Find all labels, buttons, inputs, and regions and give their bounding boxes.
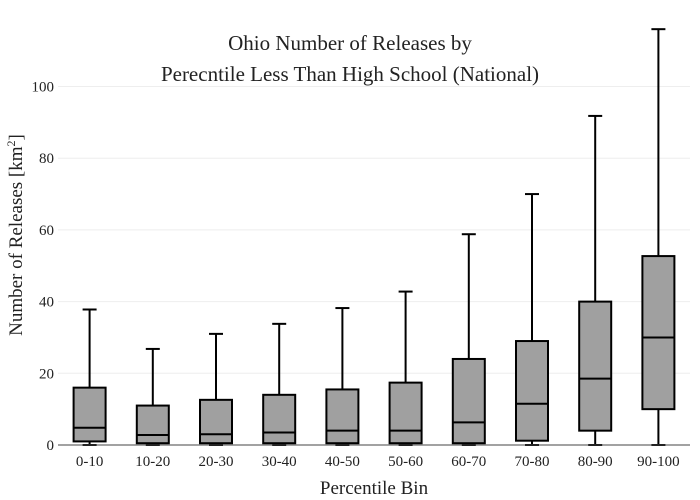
box-90-100: [641, 255, 676, 411]
x-tick-label-90-100: 90-100: [637, 454, 680, 470]
x-tick-label-60-70: 60-70: [451, 454, 486, 470]
x-tick-label-70-80: 70-80: [515, 454, 550, 470]
box-group-40-50: [325, 307, 360, 446]
box-group-10-20: [135, 347, 170, 446]
x-tick-labels: 0-10 10-20 20-30 30-40 40-50 50-60 60-70 70-80 8…: [76, 454, 680, 470]
y-tick-label-20: 20: [39, 366, 54, 382]
box-10-20: [135, 404, 170, 445]
box-group-0-10: [72, 308, 107, 446]
chart-title-line-1: Ohio Number of Releases by: [228, 31, 472, 55]
box-30-40: [262, 393, 297, 445]
x-tick-label-20-30: 20-30: [199, 454, 234, 470]
y-axis-title-superscript: 2: [4, 140, 18, 146]
y-axis-title-main: Number of Releases [km: [6, 146, 27, 336]
box-70-80: [515, 340, 549, 442]
box-80-90: [578, 300, 613, 432]
x-tick-label-30-40: 30-40: [262, 454, 297, 470]
y-tick-label-40: 40: [39, 295, 54, 311]
y-axis-title: Number of Releases [km2]: [4, 134, 27, 336]
box-20-30: [199, 398, 233, 445]
y-tick-label-100: 100: [32, 80, 55, 96]
x-tick-label-0-10: 0-10: [76, 454, 104, 470]
y-tick-label-80: 80: [39, 151, 54, 167]
y-axis-title-suffix: ]: [6, 134, 27, 140]
box-group-20-30: [199, 332, 233, 446]
y-tick-label-0: 0: [47, 438, 55, 454]
y-tick-labels: 0 20 40 60 80 100: [32, 80, 55, 454]
box-group-80-90: [578, 114, 613, 446]
box-group-60-70: [451, 233, 486, 446]
x-tick-label-50-60: 50-60: [388, 454, 423, 470]
box-group-70-80: [515, 193, 549, 446]
x-tick-label-10-20: 10-20: [135, 454, 170, 470]
box-40-50: [325, 388, 360, 445]
box-0-10: [72, 386, 107, 443]
box-layer: [72, 28, 676, 446]
box-50-60: [388, 381, 423, 445]
box-group-50-60: [388, 290, 423, 446]
box-group-90-100: [641, 28, 676, 446]
box-60-70: [451, 357, 486, 445]
chart-title-line-2: Perecntile Less Than High School (Nation…: [161, 62, 539, 86]
x-axis-title: Percentile Bin: [320, 478, 429, 499]
y-tick-label-60: 60: [39, 223, 54, 239]
x-tick-label-80-90: 80-90: [578, 454, 613, 470]
box-group-30-40: [262, 322, 297, 446]
x-tick-label-40-50: 40-50: [325, 454, 360, 470]
